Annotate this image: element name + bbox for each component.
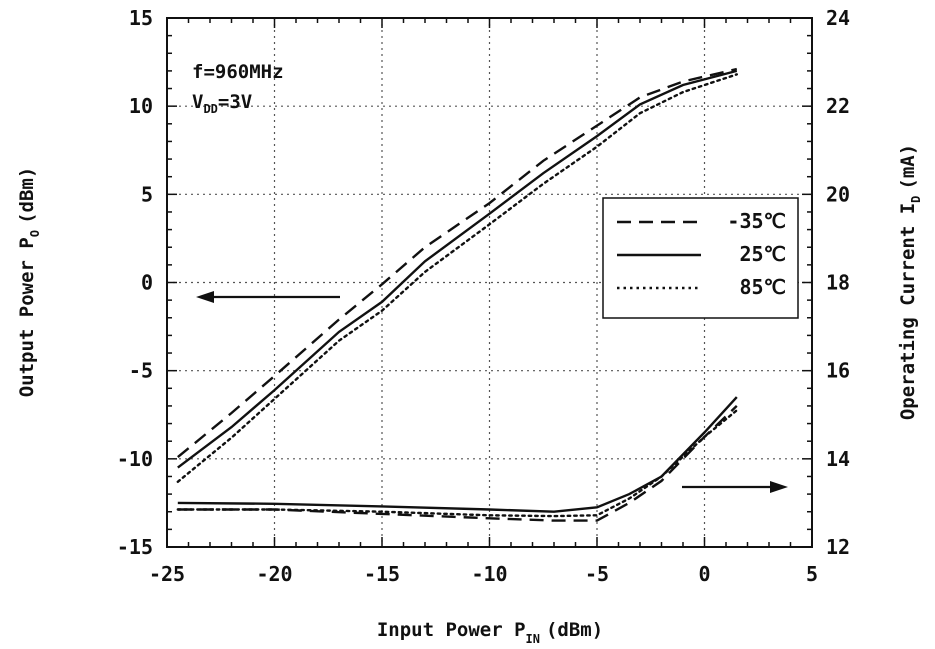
x-axis-title: Input Power PIN (dBm) — [377, 619, 603, 646]
series-lines — [176, 67, 738, 522]
left-y-axis-title-sub: O — [28, 230, 42, 237]
vdd-annotation: VDD=3V — [192, 91, 252, 116]
legend-box — [602, 197, 799, 319]
series-line-output-solid — [177, 69, 738, 469]
right-axis-arrow — [682, 481, 788, 493]
y-right-tick-label: 16 — [826, 359, 850, 383]
y-left-tick-label: -10 — [117, 447, 153, 471]
arrow-head — [770, 481, 788, 493]
right-y-axis-title-main: Operating Current I — [897, 203, 919, 420]
x-tick-label: -20 — [256, 562, 292, 586]
arrow-head — [196, 291, 214, 303]
y-right-tick-label: 20 — [826, 182, 850, 206]
vdd-subscript: DD — [203, 102, 217, 116]
y-right-tick-label: 14 — [826, 447, 850, 471]
left-y-axis-title-main: Output Power P — [16, 237, 38, 397]
x-tick-label: 5 — [806, 562, 818, 586]
x-tick-label: -10 — [471, 562, 507, 586]
x-tick-label: -5 — [585, 562, 609, 586]
series-line-output-dashed — [177, 67, 738, 459]
series-line-current-dashed — [177, 405, 738, 522]
x-tick-label: -25 — [149, 562, 185, 586]
y-left-tick-label: 10 — [129, 94, 153, 118]
y-left-tick-label: -15 — [117, 535, 153, 559]
x-axis-title-sub: IN — [526, 632, 540, 646]
y-left-tick-label: 15 — [129, 6, 153, 30]
series-line-output-dotted — [176, 73, 738, 483]
y-right-tick-label: 12 — [826, 535, 850, 559]
series-line-current-dotted — [176, 409, 738, 518]
legend-label: 85℃ — [739, 275, 786, 299]
vdd-label: V — [192, 91, 203, 113]
y-left-tick-label: -5 — [129, 359, 153, 383]
right-y-axis-title-sub: D — [909, 196, 923, 203]
vdd-value: =3V — [218, 91, 252, 113]
axis-ticks — [166, 17, 813, 548]
legend-label: -35℃ — [727, 209, 786, 233]
left-axis-arrow — [196, 291, 340, 303]
x-axis-title-unit: (dBm) — [546, 619, 603, 641]
series-line-current-solid — [177, 396, 738, 513]
tick-labels: -25 -20 -15 -10 -5 0 5 -15 -10 -5 0 5 10 15 12 14 16 18 20… — [117, 6, 850, 586]
legend: -35℃ 25℃ 85℃ — [602, 197, 799, 319]
right-y-axis-title-unit: (mA) — [897, 144, 919, 190]
y-left-tick-label: 5 — [141, 182, 153, 206]
x-tick-label: 0 — [698, 562, 710, 586]
y-right-tick-label: 22 — [826, 94, 850, 118]
x-tick-label: -15 — [364, 562, 400, 586]
right-y-axis-title: Operating Current ID (mA) — [897, 144, 923, 420]
left-y-axis-title: Output Power PO (dBm) — [16, 167, 42, 398]
left-y-axis-title-unit: (dBm) — [16, 167, 38, 224]
y-right-tick-label: 18 — [826, 271, 850, 295]
frequency-annotation: f=960MHz — [192, 61, 284, 83]
legend-label: 25℃ — [739, 242, 786, 266]
y-right-tick-label: 24 — [826, 6, 850, 30]
x-axis-title-main: Input Power P — [377, 619, 526, 641]
y-left-tick-label: 0 — [141, 271, 153, 295]
